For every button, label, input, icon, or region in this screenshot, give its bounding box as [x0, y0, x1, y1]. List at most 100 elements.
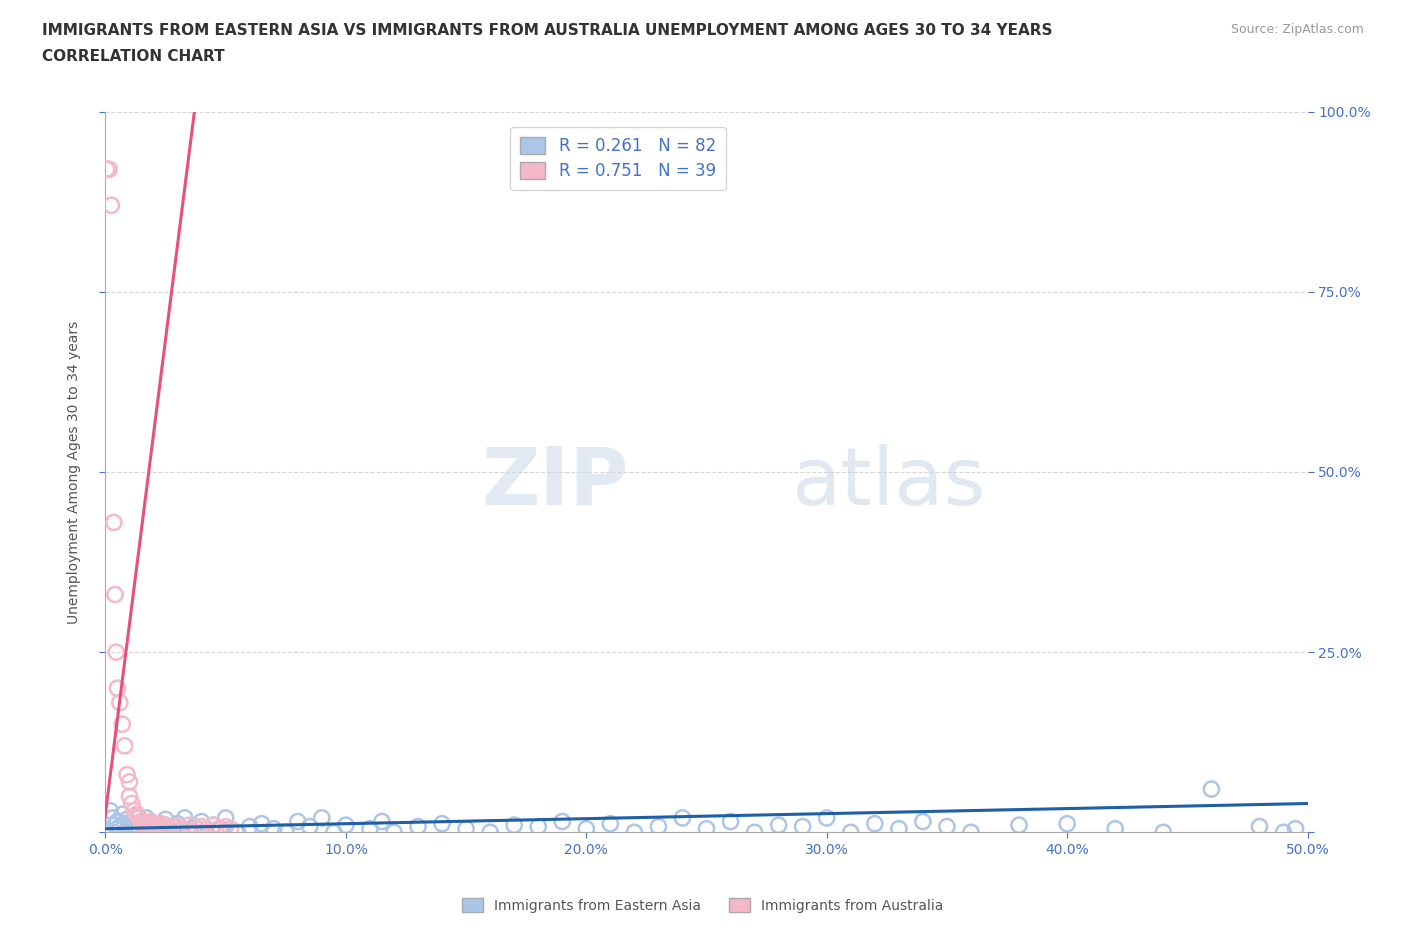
- Point: [155, 812, 177, 827]
- Point: [103, 515, 125, 530]
- Point: [179, 825, 201, 840]
- Point: [104, 587, 127, 602]
- Point: [98, 162, 121, 177]
- Point: [162, 819, 184, 834]
- Point: [647, 819, 669, 834]
- Text: Source: ZipAtlas.com: Source: ZipAtlas.com: [1230, 23, 1364, 36]
- Point: [1284, 821, 1306, 836]
- Text: atlas: atlas: [790, 444, 986, 522]
- Point: [371, 814, 394, 829]
- Point: [263, 821, 285, 836]
- Point: [124, 809, 146, 824]
- Point: [298, 819, 321, 834]
- Point: [179, 817, 201, 832]
- Point: [214, 819, 236, 834]
- Point: [406, 819, 429, 834]
- Point: [114, 738, 136, 753]
- Point: [335, 817, 357, 832]
- Point: [139, 817, 162, 831]
- Point: [503, 817, 526, 832]
- Point: [96, 162, 118, 177]
- Point: [125, 821, 148, 836]
- Point: [195, 821, 218, 836]
- Point: [145, 821, 167, 836]
- Point: [599, 817, 621, 831]
- Point: [527, 819, 550, 834]
- Point: [118, 789, 141, 804]
- Point: [863, 817, 886, 831]
- Text: IMMIGRANTS FROM EASTERN ASIA VS IMMIGRANTS FROM AUSTRALIA UNEMPLOYMENT AMONG AGE: IMMIGRANTS FROM EASTERN ASIA VS IMMIGRAN…: [42, 23, 1053, 38]
- Point: [107, 681, 129, 696]
- Point: [149, 817, 172, 831]
- Point: [104, 817, 127, 832]
- Point: [114, 825, 136, 840]
- Point: [111, 717, 134, 732]
- Point: [1104, 821, 1126, 836]
- Point: [382, 825, 405, 840]
- Text: ZIP: ZIP: [481, 444, 628, 522]
- Point: [152, 821, 174, 836]
- Point: [1056, 817, 1078, 831]
- Point: [839, 825, 862, 840]
- Point: [479, 825, 502, 840]
- Point: [202, 817, 225, 832]
- Point: [454, 821, 477, 836]
- Point: [671, 811, 693, 826]
- Point: [107, 814, 129, 829]
- Point: [430, 817, 453, 831]
- Point: [142, 817, 165, 832]
- Point: [132, 817, 155, 832]
- Point: [792, 819, 814, 834]
- Point: [183, 819, 205, 834]
- Point: [172, 821, 194, 836]
- Point: [911, 814, 934, 829]
- Point: [118, 821, 141, 836]
- Point: [105, 644, 128, 659]
- Point: [173, 811, 195, 826]
- Legend: R = 0.261   N = 82, R = 0.751   N = 39: R = 0.261 N = 82, R = 0.751 N = 39: [510, 127, 725, 190]
- Point: [101, 811, 124, 826]
- Point: [125, 807, 148, 822]
- Point: [287, 814, 309, 829]
- Point: [108, 696, 131, 711]
- Legend: Immigrants from Eastern Asia, Immigrants from Australia: Immigrants from Eastern Asia, Immigrants…: [457, 893, 949, 919]
- Point: [209, 821, 232, 836]
- Point: [744, 825, 766, 840]
- Point: [118, 775, 141, 790]
- Point: [214, 811, 236, 826]
- Point: [1152, 825, 1174, 840]
- Point: [815, 811, 838, 826]
- Point: [551, 814, 574, 829]
- Point: [195, 825, 218, 840]
- Point: [1008, 817, 1031, 832]
- Point: [1201, 781, 1223, 796]
- Point: [159, 825, 181, 840]
- Point: [219, 821, 242, 836]
- Point: [226, 825, 249, 840]
- Point: [207, 821, 229, 836]
- Point: [115, 767, 138, 782]
- Point: [720, 814, 742, 829]
- Point: [172, 821, 194, 836]
- Point: [186, 821, 208, 836]
- Point: [135, 811, 157, 826]
- Point: [166, 817, 188, 831]
- Point: [322, 825, 344, 840]
- Point: [768, 817, 790, 832]
- Point: [111, 807, 134, 822]
- Point: [202, 817, 225, 832]
- Point: [121, 817, 143, 832]
- Point: [1249, 819, 1271, 834]
- Point: [124, 804, 146, 818]
- Point: [623, 825, 645, 840]
- Point: [114, 817, 136, 831]
- Point: [887, 821, 910, 836]
- Point: [166, 819, 188, 834]
- Point: [960, 825, 983, 840]
- Point: [1272, 825, 1295, 840]
- Point: [936, 819, 959, 834]
- Point: [239, 819, 262, 834]
- Point: [575, 821, 598, 836]
- Point: [138, 817, 160, 832]
- Point: [128, 811, 150, 826]
